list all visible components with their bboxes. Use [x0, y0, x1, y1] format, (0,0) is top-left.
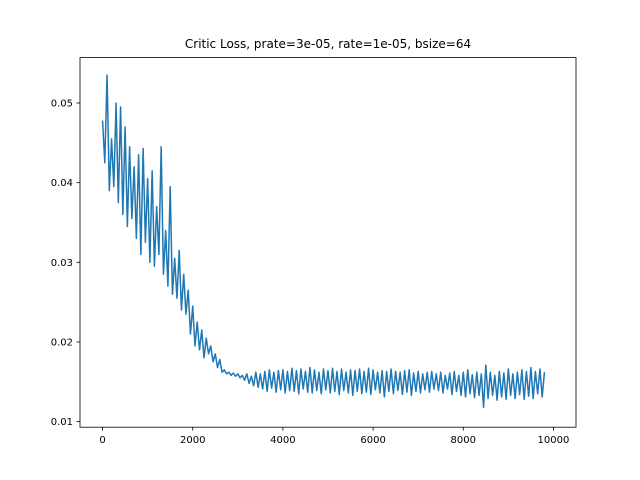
y-tick-label: 0.02 [51, 337, 73, 348]
x-tick-label: 0 [99, 435, 105, 446]
x-tick-label: 4000 [270, 435, 295, 446]
x-tick-label: 6000 [360, 435, 385, 446]
x-tick-label: 8000 [451, 435, 476, 446]
y-tick-label: 0.05 [51, 99, 73, 110]
chart-title: Critic Loss, prate=3e-05, rate=1e-05, bs… [185, 37, 471, 51]
x-tick-label: 2000 [180, 435, 205, 446]
x-tick-label: 10000 [538, 435, 570, 446]
y-tick-label: 0.04 [51, 178, 73, 189]
data-line [101, 74, 546, 409]
plot-frame [79, 57, 577, 428]
y-tick-label: 0.03 [51, 258, 73, 269]
y-tick-label: 0.01 [51, 417, 73, 428]
